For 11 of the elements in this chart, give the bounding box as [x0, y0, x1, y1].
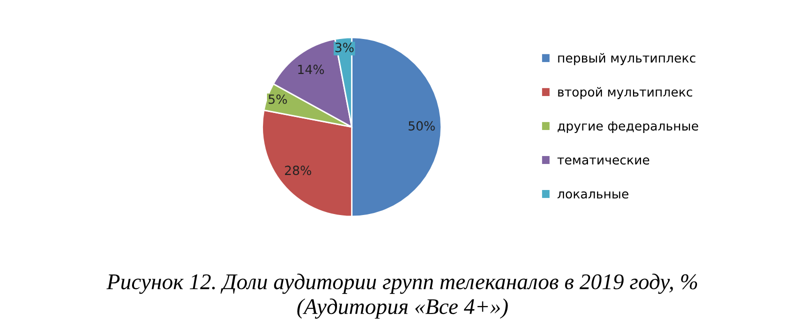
data-label: 14% — [298, 64, 324, 74]
data-label: 3% — [335, 42, 354, 52]
data-label: 28% — [285, 166, 312, 176]
legend-label: локальные — [558, 191, 628, 199]
legend-label: тематические — [557, 157, 650, 165]
data-label: 5% — [268, 94, 287, 104]
legend-label: другие федеральные — [558, 121, 698, 134]
text: Рисунок 12. Доли аудитории групп телеканалов в 2019 году, % (Аудитория «Все 4+») — [106, 274, 698, 319]
legend-label: первый мультиплекс — [558, 53, 696, 66]
data-label: 50% — [408, 121, 435, 131]
legend-label: второй мультиплекс — [558, 87, 692, 100]
